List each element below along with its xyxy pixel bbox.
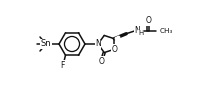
Text: O: O: [145, 16, 151, 25]
Text: CH₃: CH₃: [159, 28, 173, 34]
Text: N: N: [134, 26, 140, 35]
Text: H: H: [138, 30, 143, 36]
Text: O: O: [98, 57, 104, 66]
Text: O: O: [111, 45, 117, 54]
Text: F: F: [60, 61, 65, 70]
Text: Sn: Sn: [41, 39, 51, 49]
Text: N: N: [95, 39, 101, 49]
